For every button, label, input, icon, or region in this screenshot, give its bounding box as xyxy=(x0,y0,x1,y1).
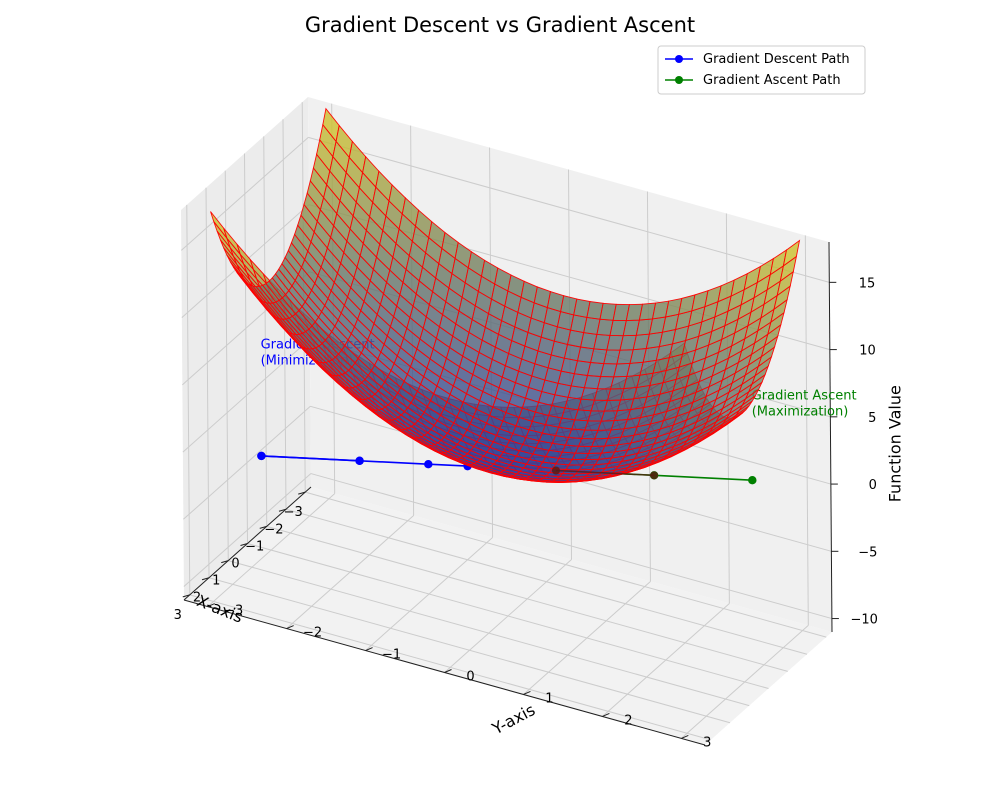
y-gridline-floor xyxy=(523,581,651,695)
y-gridline-floor xyxy=(444,559,572,673)
legend-marker-descent xyxy=(675,55,683,63)
z-tick-label: 10 xyxy=(859,344,876,359)
legend-label-ascent: Gradient Ascent Path xyxy=(703,73,841,88)
surface-patch xyxy=(782,239,801,267)
z-tick-label: 5 xyxy=(868,411,876,426)
y-tick-label: 3 xyxy=(703,735,711,750)
y-gridline-floor xyxy=(602,603,730,717)
paths-over-surface xyxy=(257,451,659,480)
x-tick-mark xyxy=(240,543,248,546)
z-gridline-back xyxy=(310,473,833,620)
z-gridline-left xyxy=(183,405,311,520)
y-gridline-floor xyxy=(286,515,414,629)
y-gridline-wall xyxy=(804,235,809,626)
legend-box xyxy=(657,45,866,95)
legend: Gradient Descent Path Gradient Ascent Pa… xyxy=(657,45,866,95)
z-tick-label: −5 xyxy=(858,545,877,560)
x-tick-label: 0 xyxy=(231,557,239,572)
y-tick-label: −1 xyxy=(382,648,401,663)
ascent-point-over-1 xyxy=(650,471,659,480)
y-tick-mark xyxy=(602,712,610,717)
x-tick-mark xyxy=(201,577,210,581)
y-tick-mark xyxy=(444,669,452,673)
descent-point-over-0 xyxy=(257,451,266,461)
x-tick-label: 2 xyxy=(193,591,201,606)
annotation-1-line-0: Gradient Ascent xyxy=(752,389,857,404)
z-axis-line xyxy=(828,241,833,633)
z-axis-label: Function Value xyxy=(886,385,905,502)
y-tick-label: −2 xyxy=(303,626,322,641)
x-tick-mark xyxy=(182,594,190,598)
series-point-1-2 xyxy=(748,475,757,485)
x-tick-label: 1 xyxy=(212,574,220,589)
y-tick-mark xyxy=(207,603,215,608)
annotation-1-line-1: (Maximization) xyxy=(752,405,849,420)
y-tick-mark xyxy=(523,691,531,695)
z-gridline-left xyxy=(180,136,309,251)
z-tick-label: −10 xyxy=(850,613,877,628)
y-tick-label: 1 xyxy=(545,691,553,706)
y-tick-label: 0 xyxy=(466,670,474,685)
x-gridline-wall xyxy=(263,136,268,527)
x-gridline-wall xyxy=(244,153,248,544)
x-tick-label: −1 xyxy=(245,539,264,554)
descent-path-over xyxy=(261,455,360,462)
x-tick-label: 3 xyxy=(174,608,182,623)
x-tick-mark xyxy=(259,525,267,529)
y-tick-label: −3 xyxy=(224,604,243,619)
x-tick-label: −3 xyxy=(284,505,303,520)
y-axis-label: Y-axis xyxy=(488,700,538,739)
x-gridline-wall xyxy=(205,187,210,578)
x-tick-label: −2 xyxy=(264,522,283,537)
x-gridline-wall xyxy=(186,204,191,595)
legend-label-descent: Gradient Descent Path xyxy=(703,52,850,67)
z-gridline-left xyxy=(183,473,312,587)
z-tick-label: 0 xyxy=(869,478,877,493)
ascent-path-over xyxy=(555,469,655,477)
y-gridline-floor xyxy=(365,537,493,651)
y-tick-mark xyxy=(286,625,294,630)
x-tick-mark xyxy=(278,508,287,512)
ascent-point-over-0 xyxy=(551,466,560,475)
y-tick-label: 2 xyxy=(624,713,632,728)
z-tick-label: 15 xyxy=(859,276,876,291)
z-gridline-back xyxy=(308,136,830,283)
legend-marker-ascent xyxy=(675,76,683,84)
y-gridline-floor xyxy=(680,625,809,739)
surface-plot xyxy=(210,107,801,483)
z-gridline-left xyxy=(182,338,311,453)
y-tick-mark xyxy=(681,734,689,739)
y-tick-mark xyxy=(365,647,373,651)
y-gridline-floor xyxy=(207,493,336,607)
series-point-0-2 xyxy=(424,459,433,469)
x-tick-mark xyxy=(298,491,306,495)
descent-point-over-1 xyxy=(355,456,364,465)
chart-title: Gradient Descent vs Gradient Ascent xyxy=(305,13,695,37)
x-tick-mark xyxy=(221,560,229,564)
